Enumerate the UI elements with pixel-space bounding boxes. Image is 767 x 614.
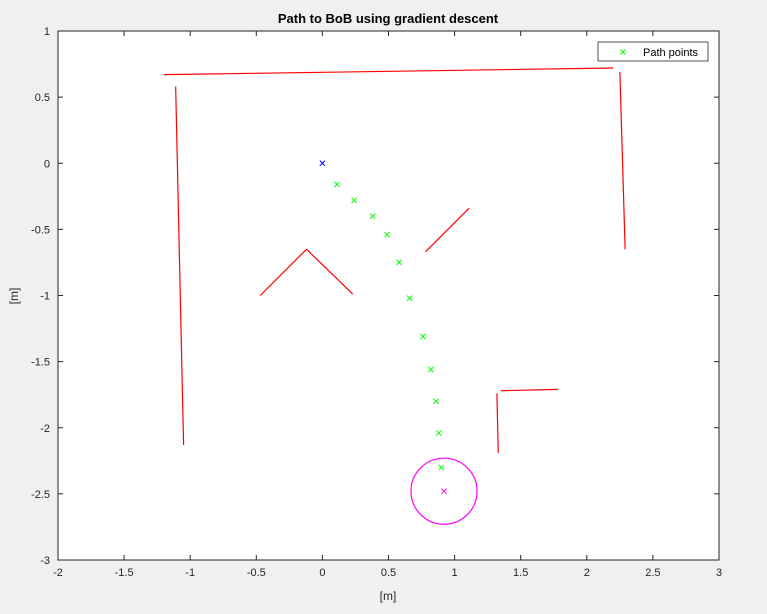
start-point [319,160,326,167]
walls-layer [163,67,626,453]
marker-stroke [369,213,376,220]
legend-marker [620,49,626,55]
y-tick-label: -0.5 [31,224,50,236]
marker-stroke [438,464,445,471]
y-tick-label: -1 [40,291,50,303]
x-tick-label: 2.5 [645,567,660,579]
y-tick-label: -3 [40,555,50,567]
marker-stroke [433,398,440,405]
wall-segment [175,86,185,445]
path-point [427,366,434,373]
y-tick-label: -1.5 [31,357,50,369]
marker-stroke [396,259,403,266]
path-point [396,259,403,266]
goal-circle [410,457,478,525]
path-point [406,295,413,302]
y-tick-label: -2 [40,423,50,435]
markers-layer [319,160,478,525]
x-tick-label: 0.5 [381,567,396,579]
x-tick-label: -1.5 [115,567,134,579]
wall-segment [619,71,626,250]
legend-label: Path points [643,47,699,59]
path-point [333,181,340,188]
axes-layer: -2 -1.5 -1 -0.5 0 0.5 1 1.5 2 2.5 3 -3 -2.5 -2 -1.5 -1 -… [31,26,722,579]
marker-stroke [333,181,340,188]
x-tick-label: -1 [185,567,195,579]
x-tick-label: 1.5 [513,567,528,579]
path-point [433,398,440,405]
legend-box [597,41,709,62]
path-point [384,231,391,238]
x-tick-label: 3 [716,567,722,579]
y-tick-label: 0.5 [35,92,50,104]
y-tick-label: 0 [44,158,50,170]
path-point [351,197,358,204]
wall-segment [425,207,470,253]
path-point [419,333,426,340]
path-point [438,464,445,471]
marker-stroke [406,295,413,302]
path-point [435,430,442,436]
marker-stroke [384,231,391,238]
path-point [369,213,376,220]
wall-segment [496,393,499,453]
x-tick-label: -2 [53,567,63,579]
goal-point [441,488,447,495]
legend-marker-x [620,49,626,55]
x-tick-label: 1 [452,567,458,579]
y-tick-label: -2.5 [31,489,50,501]
marker-stroke [419,333,426,340]
wall-segment [259,248,307,296]
wall-segment [163,67,614,76]
chart-title: Path to BoB using gradient descent [278,11,499,26]
wall-segment [500,388,558,392]
legend: Path points [597,41,709,62]
marker-stroke [427,366,434,373]
y-axis-label: [m] [7,288,21,305]
marker-stroke [620,49,626,55]
marker-stroke [319,160,326,167]
x-tick-label: -0.5 [247,567,266,579]
marker-stroke [441,488,447,495]
plot-area [57,30,720,561]
marker-stroke [351,197,358,204]
x-axis-label: [m] [380,589,397,603]
y-tick-label: 1 [44,26,50,38]
marker-stroke [435,430,442,436]
x-tick-label: 0 [319,567,325,579]
wall-segment [306,248,354,295]
x-tick-label: 2 [584,567,590,579]
